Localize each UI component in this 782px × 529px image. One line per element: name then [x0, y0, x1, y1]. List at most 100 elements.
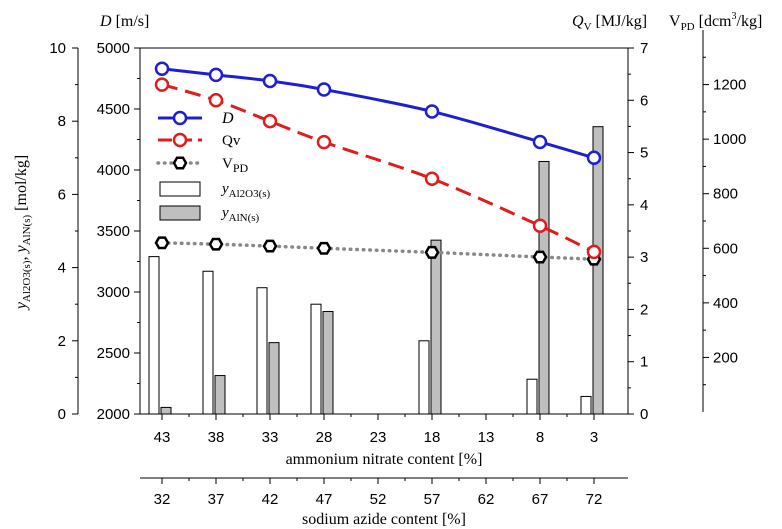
vpd-axis-tick-label: 800: [713, 186, 738, 203]
legend-al2o3-label: yAl2O3(s): [220, 181, 271, 200]
molar-axis-label-unit: [mol/kg]: [13, 155, 30, 215]
x-axis-tick-label: 18: [424, 429, 441, 446]
line-vpd: [160, 241, 596, 261]
bar-al2o3: [202, 270, 214, 415]
legend-vpd-label: VPD: [222, 156, 249, 175]
qv-axis-tick-label: 4: [640, 197, 648, 214]
molar-axis-tick-label: 10: [49, 40, 66, 57]
qv-axis-tick-label: 7: [640, 40, 648, 57]
vpd-axis-tick-label: 400: [713, 295, 738, 312]
legend-al2o3-swatch: [159, 181, 201, 197]
marker-qv: [262, 113, 278, 129]
marker-d: [586, 150, 602, 166]
x2-axis-tick-label: 67: [532, 491, 549, 508]
d-axis-tick-label: 4500: [97, 101, 130, 118]
bar-aln: [592, 126, 604, 415]
marker-qv: [154, 77, 170, 92]
marker-vpd: [424, 245, 440, 259]
legend-d-marker: [172, 110, 188, 126]
x-axis-tick-label: 8: [536, 429, 544, 446]
marker-d: [424, 104, 440, 119]
x-axis-tick-label: 33: [262, 429, 279, 446]
molar-axis-label-var2: y: [13, 245, 30, 255]
x2-axis-tick-label: 42: [262, 491, 279, 508]
legend-qv-label: Qv: [222, 133, 241, 149]
qv-axis-label: QV [MJ/kg]: [572, 13, 647, 33]
qv-axis-tick-label: 6: [640, 92, 648, 109]
x2-axis-tick-label: 37: [208, 491, 225, 508]
x2-axis-tick-label: 62: [478, 491, 495, 508]
molar-axis-tick-label: 6: [58, 186, 66, 203]
x-axis-tick-label: 3: [590, 429, 598, 446]
molar-axis-label: yAl2O3(s), yAlN(s) [mol/kg]: [13, 155, 33, 311]
bar-aln: [268, 342, 280, 415]
legend-aln-label-main: y: [220, 205, 229, 221]
marker-d: [316, 82, 332, 97]
marker-qv: [586, 244, 602, 260]
x2-axis-tick-label: 72: [586, 491, 603, 508]
vpd-axis-label-sub: PD: [681, 21, 695, 33]
vpd-axis-tick-label: 1200: [713, 77, 746, 94]
marker-d: [532, 134, 548, 150]
molar-axis-tick-label: 8: [58, 113, 66, 130]
marker-vpd: [208, 237, 224, 251]
bar-al2o3: [256, 287, 268, 415]
x-axis-tick-label: 23: [370, 429, 387, 446]
bar-al2o3: [580, 395, 592, 415]
legend-al2o3-label-sub: Al2O3(s): [229, 188, 271, 200]
x2-axis-tick-label: 32: [154, 491, 171, 508]
x-axis-tick-label: 43: [154, 429, 171, 446]
x2-axis-tick-label: 47: [316, 491, 333, 508]
marker-vpd: [532, 250, 548, 264]
bar-aln: [214, 375, 226, 415]
bar-al2o3: [526, 378, 538, 415]
qv-axis-tick-label: 0: [640, 406, 648, 423]
x2-axis-tick-label: 57: [424, 491, 441, 508]
molar-axis-label-sep: ,: [13, 253, 30, 261]
x-axis-tick-label: 13: [478, 429, 495, 446]
bar-aln: [160, 406, 172, 415]
marker-vpd: [262, 239, 278, 253]
x-axis-tick-label: 28: [316, 429, 333, 446]
qv-axis-tick-label: 1: [640, 354, 648, 371]
bar-al2o3: [148, 256, 160, 415]
molar-axis-label-sub: Al2O3(s): [21, 260, 33, 302]
legend-aln-label-sub: AlN(s): [229, 212, 260, 224]
legend-al2o3-label-main: y: [220, 181, 229, 197]
bar-aln: [322, 311, 334, 415]
d-axis-tick-label: 5000: [97, 40, 130, 57]
vpd-axis-tick-label: 200: [713, 349, 738, 366]
bar-aln: [430, 239, 442, 415]
marker-vpd: [154, 236, 170, 250]
vpd-axis-tick-label: 1000: [713, 131, 746, 148]
legend-vpd-marker: [172, 156, 188, 170]
legend-vpd-label-sub: PD: [233, 161, 249, 175]
x-axis-label: ammonium nitrate content [%]: [286, 451, 483, 468]
molar-axis-label-var: y: [13, 301, 30, 311]
marker-d: [208, 67, 224, 83]
molar-axis-label-sub2: AlN(s): [21, 215, 33, 246]
d-axis-tick-label: 2500: [97, 345, 130, 362]
bar-al2o3: [310, 303, 322, 415]
x-axis-tick-label: 38: [208, 429, 225, 446]
vpd-axis-tick-label: 600: [713, 240, 738, 257]
legend-aln-swatch: [159, 205, 201, 221]
d-axis-tick-label: 4000: [97, 162, 130, 179]
d-axis-tick-label: 2000: [97, 406, 130, 423]
qv-axis-label-var: Q: [572, 13, 584, 30]
vpd-axis-label-unit2: /kg]: [737, 13, 763, 30]
qv-axis-tick-label: 5: [640, 145, 648, 162]
d-axis-label: D [m/s]: [99, 13, 149, 30]
d-axis-tick-label: 3000: [97, 284, 130, 301]
x2-axis-label: sodium azide content [%]: [302, 511, 466, 528]
bar-aln: [538, 160, 550, 415]
legend-d-label: D: [221, 110, 234, 127]
vpd-axis-label-var: V: [669, 13, 681, 30]
vpd-axis-label-sup: 3: [732, 11, 737, 22]
legend-aln-label: yAlN(s): [220, 205, 260, 224]
d-axis-label-var: D: [99, 13, 112, 30]
legend-vpd-label-main: V: [222, 156, 233, 172]
marker-qv: [424, 171, 440, 186]
qv-axis-label-sub: V: [584, 21, 592, 33]
